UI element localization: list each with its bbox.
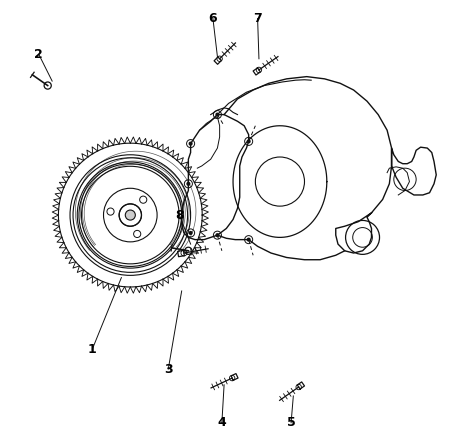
Text: 8: 8	[175, 209, 184, 222]
Text: 7: 7	[253, 12, 262, 25]
Text: 3: 3	[164, 362, 172, 376]
Circle shape	[216, 113, 219, 116]
Circle shape	[189, 142, 192, 145]
Circle shape	[216, 234, 219, 237]
Text: 1: 1	[88, 343, 97, 356]
Text: 6: 6	[209, 12, 217, 25]
Circle shape	[187, 182, 190, 185]
Circle shape	[247, 238, 250, 241]
Text: 2: 2	[34, 48, 43, 61]
Circle shape	[189, 232, 192, 234]
Text: 5: 5	[287, 416, 295, 429]
Circle shape	[125, 210, 135, 220]
Text: 4: 4	[218, 416, 226, 429]
Circle shape	[247, 140, 250, 143]
